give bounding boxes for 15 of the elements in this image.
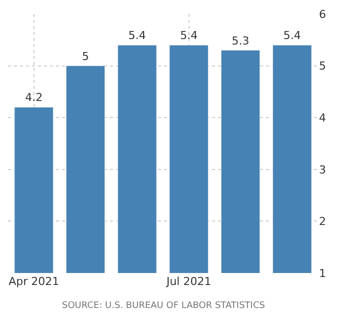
y-tick-label: 4 xyxy=(319,111,326,124)
y-tick-label: 1 xyxy=(319,266,326,280)
data-label: 5 xyxy=(82,50,89,63)
y-tick-label: 3 xyxy=(319,163,326,176)
data-label: 5.3 xyxy=(232,34,250,48)
data-label: 5.4 xyxy=(180,29,198,42)
x-tick-label: Apr 2021 xyxy=(8,275,60,288)
y-tick-label: 5 xyxy=(319,60,326,73)
data-label: 4.2 xyxy=(25,91,43,104)
data-label: 5.4 xyxy=(283,29,301,42)
data-label: 5.4 xyxy=(128,29,146,42)
source-note: SOURCE: U.S. BUREAU OF LABOR STATISTICS xyxy=(62,301,266,311)
y-tick-label: 2 xyxy=(319,215,326,228)
x-tick-label: Jul 2021 xyxy=(165,275,212,288)
y-tick-label: 6 xyxy=(319,8,326,21)
